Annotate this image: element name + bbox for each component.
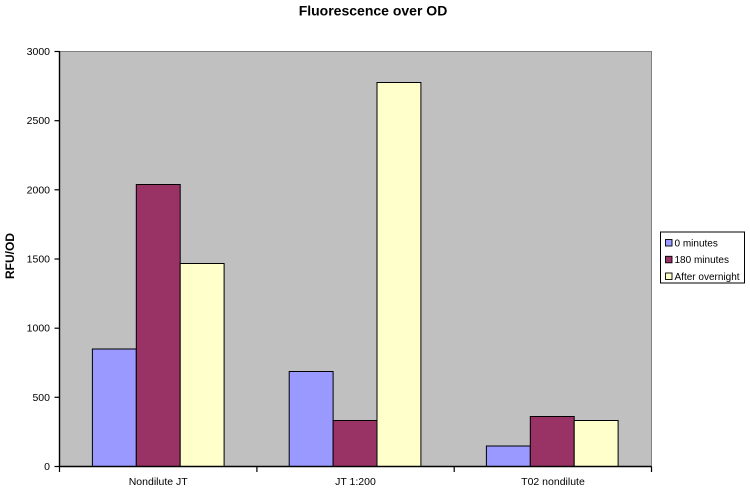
svg-text:T02 nondilute: T02 nondilute — [521, 476, 585, 488]
svg-text:3000: 3000 — [27, 46, 51, 58]
svg-text:Fluorescence over OD: Fluorescence over OD — [299, 3, 448, 19]
svg-text:After overnight: After overnight — [675, 272, 740, 283]
svg-text:RFU/OD: RFU/OD — [3, 233, 17, 279]
svg-text:1000: 1000 — [27, 323, 51, 335]
svg-text:0: 0 — [44, 461, 50, 473]
svg-text:500: 500 — [32, 392, 50, 404]
svg-text:Nondilute JT: Nondilute JT — [129, 476, 189, 488]
svg-text:180 minutes: 180 minutes — [675, 255, 729, 266]
svg-text:2000: 2000 — [27, 184, 51, 196]
svg-text:2500: 2500 — [27, 115, 51, 127]
svg-text:0 minutes: 0 minutes — [675, 238, 718, 249]
svg-text:JT 1:200: JT 1:200 — [335, 476, 376, 488]
svg-text:1500: 1500 — [27, 254, 51, 266]
